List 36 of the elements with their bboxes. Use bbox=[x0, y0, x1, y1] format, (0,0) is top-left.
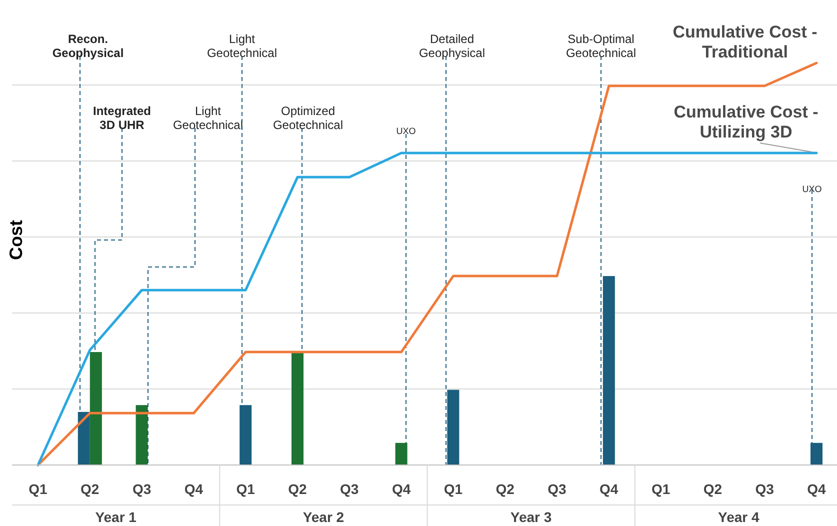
series-label: Cumulative Cost - Utilizing 3D bbox=[674, 102, 818, 142]
annotation: Light Geotechnical bbox=[172, 104, 244, 132]
bar bbox=[395, 442, 408, 465]
annotation: Integrated 3D UHR bbox=[92, 104, 152, 132]
annotation: UXO bbox=[802, 184, 822, 194]
x-tick-label: Q4 bbox=[392, 481, 411, 497]
y-axis-title: Cost bbox=[6, 220, 26, 260]
bar bbox=[292, 352, 304, 465]
text: Year 3 bbox=[510, 509, 552, 525]
text: Year 4 bbox=[718, 509, 760, 525]
x-tick-label: Q4 bbox=[184, 481, 204, 497]
x-tick-label: Q2 bbox=[288, 481, 308, 497]
x-tick-label: Q1 bbox=[28, 481, 48, 497]
text: Year 1 bbox=[95, 509, 137, 525]
x-tick-label: Q3 bbox=[548, 481, 567, 497]
x-tick-label: Q2 bbox=[703, 481, 722, 497]
text: Detailed Geophysical bbox=[418, 32, 486, 60]
annotation: Optimized Geotechnical bbox=[272, 104, 344, 132]
x-tick-label: Q1 bbox=[236, 481, 256, 497]
x-tick-label: Q4 bbox=[807, 481, 826, 497]
x-tick-label: Q3 bbox=[132, 481, 152, 497]
x-tick-label: Q4 bbox=[600, 481, 618, 497]
bar bbox=[136, 405, 148, 465]
x-tick-label: Q3 bbox=[755, 481, 774, 497]
x-tick-label: Q2 bbox=[80, 481, 100, 497]
text: Light Geotechnical bbox=[206, 32, 278, 60]
x-tick-label: Q2 bbox=[496, 481, 515, 497]
x-tick-label: Q1 bbox=[651, 481, 670, 497]
annotation: UXO bbox=[396, 126, 416, 136]
bar bbox=[240, 405, 252, 465]
text: Sub-Optimal Geotechnical bbox=[566, 32, 636, 60]
text: Year 2 bbox=[302, 509, 344, 525]
x-tick-label: Q3 bbox=[340, 481, 359, 497]
text: Recon. Geophysical bbox=[52, 32, 124, 60]
x-tick-label: Q1 bbox=[444, 481, 463, 497]
series-label: Cumulative Cost - Traditional bbox=[672, 22, 818, 62]
